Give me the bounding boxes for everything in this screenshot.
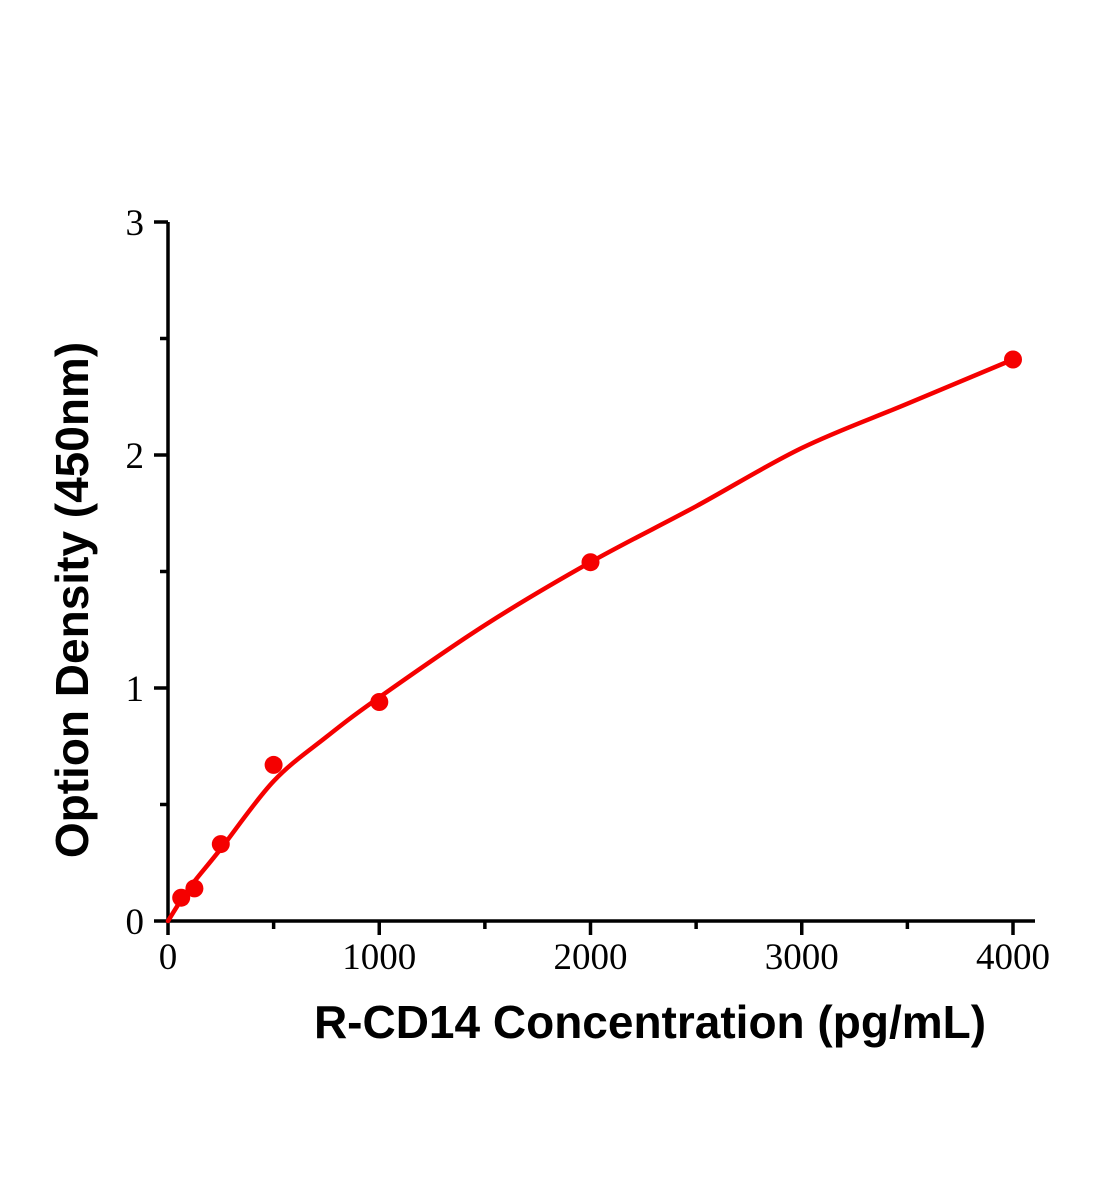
x-tick-label: 0 [159,937,178,978]
data-point-marker [264,755,283,774]
axes-lines [166,222,1035,923]
x-tick-label: 3000 [765,937,839,978]
data-point-marker [172,888,191,907]
data-point-marker [581,553,600,572]
x-tick-label: 4000 [976,937,1050,978]
x-tick-label: 1000 [342,937,416,978]
x-tick-label: 2000 [554,937,628,978]
y-tick-label: 1 [126,669,145,710]
fit-curve [165,357,1016,924]
y-tick-label: 2 [126,436,145,477]
y-tick-label: 3 [126,203,145,244]
x-axis-title: R-CD14 Concentration (pg/mL) [313,996,987,1048]
data-point-marker [370,693,389,711]
y-tick-label: 0 [126,902,145,943]
data-point-marker [1004,350,1022,369]
data-point-marker [211,835,230,854]
data-point-marker [185,879,204,898]
y-axis-title: Option Density (450nm) [46,341,98,859]
